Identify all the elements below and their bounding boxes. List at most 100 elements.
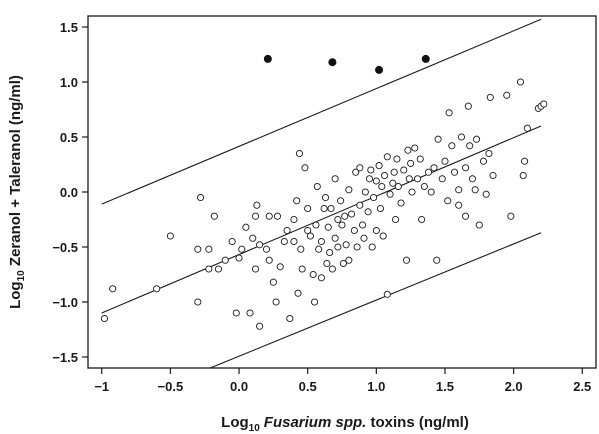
y-tick-label: 0.5 xyxy=(60,130,78,145)
open-data-point xyxy=(449,143,455,149)
open-data-point xyxy=(313,222,319,228)
open-data-point xyxy=(305,205,311,211)
x-tick-label: 2.0 xyxy=(505,379,523,394)
open-data-point xyxy=(394,156,400,162)
open-data-point xyxy=(476,222,482,228)
open-data-point xyxy=(522,158,528,164)
open-data-point xyxy=(229,238,235,244)
open-data-point xyxy=(458,134,464,140)
open-data-point xyxy=(362,189,368,195)
regression-line xyxy=(102,126,541,313)
open-data-point xyxy=(318,238,324,244)
upper-bound-line xyxy=(102,19,541,204)
open-data-point xyxy=(504,92,510,98)
open-data-point xyxy=(273,299,279,305)
y-tick-label: −0.5 xyxy=(52,240,78,255)
open-data-point xyxy=(239,246,245,252)
y-axis-title-subscript: 10 xyxy=(16,270,27,282)
y-tick-label: −1.0 xyxy=(52,295,78,310)
open-data-point xyxy=(384,291,390,297)
open-data-point xyxy=(456,202,462,208)
open-data-point xyxy=(361,235,367,241)
open-data-point xyxy=(351,227,357,233)
open-data-point xyxy=(541,101,547,107)
open-data-point xyxy=(368,167,374,173)
open-data-point xyxy=(456,187,462,193)
open-data-point xyxy=(442,158,448,164)
open-data-point xyxy=(335,216,341,222)
filled-data-point xyxy=(422,55,430,63)
x-tick-label: 2.5 xyxy=(573,379,591,394)
open-data-point xyxy=(490,172,496,178)
open-data-point xyxy=(359,222,365,228)
open-data-point xyxy=(517,79,523,85)
open-data-point xyxy=(405,147,411,153)
open-data-point xyxy=(392,216,398,222)
open-data-point xyxy=(412,145,418,151)
open-data-point xyxy=(322,194,328,200)
open-data-point xyxy=(365,209,371,215)
open-data-point xyxy=(409,189,415,195)
open-data-point xyxy=(451,169,457,175)
open-data-point xyxy=(414,176,420,182)
open-data-point xyxy=(354,244,360,250)
open-data-point xyxy=(101,315,107,321)
open-data-point xyxy=(379,183,385,189)
open-data-point xyxy=(435,136,441,142)
open-data-point xyxy=(346,257,352,263)
y-axis-title-suffix: Zeranol + Taleranol (ng/ml) xyxy=(7,75,24,270)
open-data-point xyxy=(295,290,301,296)
open-data-point xyxy=(263,246,269,252)
open-data-point xyxy=(349,211,355,217)
open-data-point xyxy=(195,299,201,305)
filled-data-point xyxy=(328,58,336,66)
open-data-point xyxy=(233,310,239,316)
open-data-point xyxy=(421,183,427,189)
x-tick-label: 1.0 xyxy=(367,379,385,394)
open-data-point xyxy=(462,165,468,171)
y-tick-label: 0.0 xyxy=(60,185,78,200)
open-data-point xyxy=(338,198,344,204)
open-data-point xyxy=(314,183,320,189)
open-data-point xyxy=(332,235,338,241)
open-data-point xyxy=(431,165,437,171)
x-axis-title-subscript: 10 xyxy=(249,423,261,434)
open-data-point xyxy=(274,213,280,219)
open-data-point xyxy=(357,202,363,208)
open-data-point xyxy=(252,213,258,219)
open-data-point xyxy=(296,150,302,156)
open-data-point xyxy=(408,160,414,166)
open-data-point xyxy=(266,257,272,263)
open-data-point xyxy=(332,176,338,182)
open-data-point xyxy=(445,198,451,204)
open-data-point xyxy=(387,191,393,197)
open-data-point xyxy=(324,260,330,266)
x-axis-ticks: −1 −0.5 0.0 0.5 1.0 1.5 2.0 2.5 xyxy=(94,368,591,394)
open-data-point xyxy=(318,275,324,281)
open-data-point xyxy=(508,213,514,219)
open-data-point xyxy=(328,205,334,211)
open-data-point xyxy=(325,224,331,230)
plot-frame xyxy=(88,16,596,368)
filled-data-point xyxy=(264,55,272,63)
open-data-point xyxy=(206,246,212,252)
open-data-point xyxy=(462,213,468,219)
open-data-point xyxy=(298,246,304,252)
open-data-point xyxy=(473,136,479,142)
open-data-point xyxy=(316,246,322,252)
open-data-point xyxy=(370,194,376,200)
open-data-point xyxy=(299,266,305,272)
open-data-point xyxy=(373,178,379,184)
open-data-point xyxy=(346,187,352,193)
filled-data-point xyxy=(375,66,383,74)
open-data-point xyxy=(376,163,382,169)
open-data-point xyxy=(211,213,217,219)
data-points xyxy=(101,55,547,329)
open-data-point xyxy=(195,246,201,252)
x-tick-label: 1.5 xyxy=(436,379,454,394)
open-data-point xyxy=(335,244,341,250)
open-data-point xyxy=(342,213,348,219)
y-tick-label: 1.5 xyxy=(60,20,78,35)
open-data-point xyxy=(366,176,372,182)
